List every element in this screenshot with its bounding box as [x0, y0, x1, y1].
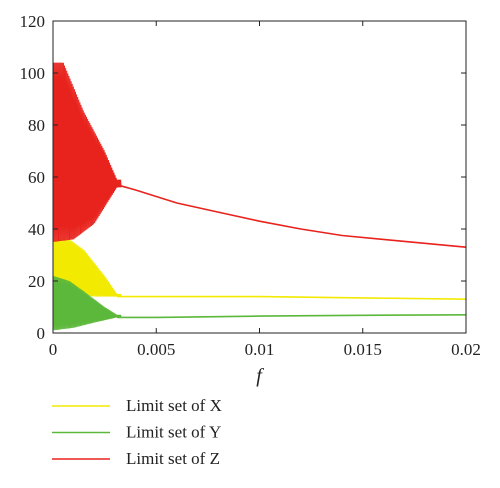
y-tick-label: 0 [37, 324, 46, 343]
legend-item: Limit set of Z [52, 449, 220, 468]
series-3-line [116, 184, 467, 248]
x-axis-label: f [256, 365, 264, 387]
legend-label: Limit set of X [126, 396, 222, 415]
series-2-oscillation [52, 275, 122, 331]
series-1-line [117, 295, 467, 300]
y-tick-label: 120 [20, 12, 46, 31]
legend: Limit set of X Limit set of Y Limit set of… [52, 396, 222, 468]
x-ticks: 0 0.005 0.01 0.015 0.02 [49, 21, 481, 359]
y-tick-label: 80 [28, 116, 45, 135]
x-tick-label: 0 [49, 340, 58, 359]
legend-label: Limit set of Z [126, 449, 220, 468]
series-1-oscillation [52, 239, 122, 297]
y-tick-label: 60 [28, 168, 45, 187]
x-tick-label: 0.01 [245, 340, 275, 359]
legend-item: Limit set of Y [52, 423, 221, 442]
x-tick-label: 0.005 [137, 340, 175, 359]
series-1 [52, 239, 467, 300]
series-layer [52, 62, 467, 331]
x-tick-label: 0.02 [451, 340, 481, 359]
x-tick-label: 0.015 [344, 340, 382, 359]
y-ticks: 0 20 40 60 80 100 120 [20, 12, 466, 343]
y-tick-label: 40 [28, 220, 45, 239]
legend-item: Limit set of X [52, 396, 222, 415]
series-2 [52, 275, 467, 331]
series-3 [52, 62, 467, 248]
legend-label: Limit set of Y [126, 423, 221, 442]
series-2-line [117, 314, 467, 319]
series-3-oscillation [52, 62, 122, 243]
y-tick-label: 100 [20, 64, 46, 83]
y-tick-label: 20 [28, 272, 45, 291]
